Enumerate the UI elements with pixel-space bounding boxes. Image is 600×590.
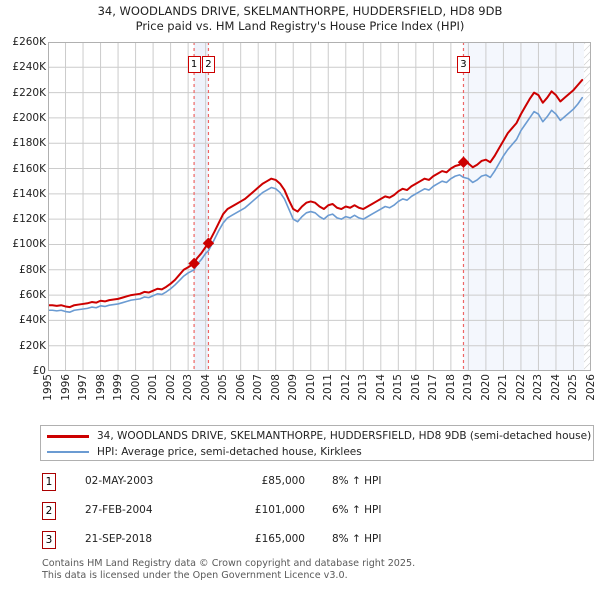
chart-legend: 34, WOODLANDS DRIVE, SKELMANTHORPE, HUDD… bbox=[40, 425, 594, 461]
x-axis-tick-label: 2022 bbox=[514, 374, 527, 401]
x-axis-tick-label: 2019 bbox=[462, 374, 475, 401]
page-title: 34, WOODLANDS DRIVE, SKELMANTHORPE, HUDD… bbox=[97, 4, 503, 18]
x-axis-tick-label: 1995 bbox=[42, 374, 54, 401]
x-axis-tick-label: 2000 bbox=[129, 374, 142, 401]
legend-label-price-paid: 34, WOODLANDS DRIVE, SKELMANTHORPE, HUDD… bbox=[97, 430, 592, 442]
plot-area bbox=[48, 42, 591, 371]
transaction-hpi-delta: 8% ↑ HPI bbox=[332, 533, 382, 545]
transaction-date: 02-MAY-2003 bbox=[85, 475, 154, 487]
transaction-marker-1: 1 bbox=[42, 473, 56, 491]
x-axis-tick-label: 2009 bbox=[287, 374, 300, 401]
x-axis-tick-label: 2003 bbox=[182, 374, 195, 401]
event-flag-3: 3 bbox=[456, 56, 470, 73]
x-axis-tick-label: 2013 bbox=[357, 374, 370, 401]
transaction-price: £165,000 bbox=[254, 533, 305, 545]
x-axis-tick-label: 2021 bbox=[497, 374, 510, 401]
x-axis-tick-label: 2018 bbox=[444, 374, 457, 401]
transaction-price: £85,000 bbox=[261, 475, 305, 487]
y-axis-tick-label: £220K bbox=[12, 86, 46, 99]
y-axis-tick-label: £240K bbox=[12, 61, 46, 74]
y-axis-labels: £0 £20K £40K £60K £80K £100K £120K £140K £160K £1… bbox=[0, 36, 46, 377]
legend-swatch-hpi-icon bbox=[47, 451, 89, 453]
x-axis-tick-label: 2025 bbox=[567, 374, 580, 401]
x-axis-tick-label: 2002 bbox=[164, 374, 177, 401]
x-axis-tick-label: 2001 bbox=[147, 374, 160, 401]
event-flag-2: 2 bbox=[201, 56, 215, 73]
y-axis-tick-label: £40K bbox=[19, 314, 46, 327]
table-row: 2 27-FEB-2004 £101,000 6% ↑ HPI bbox=[40, 499, 460, 528]
x-axis-tick-label: 2020 bbox=[479, 374, 492, 401]
transaction-hpi-delta: 6% ↑ HPI bbox=[332, 504, 382, 516]
transaction-marker-2: 2 bbox=[42, 502, 56, 520]
page-subtitle: Price paid vs. HM Land Registry's House … bbox=[135, 19, 465, 33]
chart-title-block: 34, WOODLANDS DRIVE, SKELMANTHORPE, HUDD… bbox=[0, 4, 600, 34]
y-axis-tick-label: £0 bbox=[32, 365, 46, 377]
x-axis-tick-label: 2016 bbox=[409, 374, 422, 401]
transactions-table: 1 02-MAY-2003 £85,000 8% ↑ HPI 2 27-FEB-… bbox=[40, 470, 460, 557]
x-axis-tick-label: 1998 bbox=[94, 374, 107, 401]
x-axis-tick-label: 2007 bbox=[252, 374, 265, 401]
y-axis-tick-label: £80K bbox=[19, 263, 46, 276]
x-axis-tick-label: 2015 bbox=[392, 374, 405, 401]
y-axis-tick-label: £60K bbox=[19, 289, 46, 302]
table-row: 1 02-MAY-2003 £85,000 8% ↑ HPI bbox=[40, 470, 460, 499]
x-axis-tick-label: 2017 bbox=[427, 374, 440, 401]
legend-item-hpi: HPI: Average price, semi-detached house,… bbox=[47, 444, 362, 460]
y-axis-tick-label: £100K bbox=[12, 238, 46, 251]
price-history-svg bbox=[48, 42, 591, 371]
x-axis-tick-label: 2011 bbox=[322, 374, 335, 401]
transaction-date: 21-SEP-2018 bbox=[85, 533, 153, 545]
y-axis-tick-label: £200K bbox=[12, 111, 46, 124]
y-axis-tick-label: £260K bbox=[12, 36, 46, 48]
table-row: 3 21-SEP-2018 £165,000 8% ↑ HPI bbox=[40, 528, 460, 557]
x-axis-tick-label: 1997 bbox=[77, 374, 90, 401]
x-axis-tick-label: 2005 bbox=[217, 374, 230, 401]
transaction-price: £101,000 bbox=[254, 504, 305, 516]
x-axis-tick-label: 1999 bbox=[112, 374, 125, 401]
x-axis-tick-label: 2006 bbox=[234, 374, 247, 401]
x-axis-tick-label: 2012 bbox=[339, 374, 352, 401]
y-axis-tick-label: £180K bbox=[12, 137, 46, 150]
event-flag-1: 1 bbox=[187, 56, 201, 73]
x-axis-tick-label: 2004 bbox=[199, 374, 212, 401]
y-axis-tick-label: £160K bbox=[12, 162, 46, 175]
legend-item-price-paid: 34, WOODLANDS DRIVE, SKELMANTHORPE, HUDD… bbox=[47, 428, 591, 444]
transaction-hpi-delta: 8% ↑ HPI bbox=[332, 475, 382, 487]
footer-attribution: Contains HM Land Registry data © Crown c… bbox=[42, 558, 572, 581]
x-axis-tick-label: 2014 bbox=[374, 374, 387, 401]
transaction-date: 27-FEB-2004 bbox=[85, 504, 153, 516]
legend-label-hpi: HPI: Average price, semi-detached house,… bbox=[97, 446, 362, 458]
footer-licence: This data is licensed under the Open Gov… bbox=[42, 569, 348, 581]
x-axis-tick-label: 2008 bbox=[269, 374, 282, 401]
x-axis-tick-label: 1996 bbox=[59, 374, 72, 401]
y-axis-tick-label: £140K bbox=[12, 187, 46, 200]
x-axis-tick-label: 2024 bbox=[549, 374, 562, 401]
x-axis-labels: 1995 1996 1997 1998 1999 2000 2001 2002 2003 2004… bbox=[42, 374, 597, 418]
y-axis-tick-label: £120K bbox=[12, 213, 46, 226]
x-axis-tick-label: 2023 bbox=[532, 374, 545, 401]
x-axis-tick-label: 2010 bbox=[304, 374, 317, 401]
legend-swatch-price-paid-icon bbox=[47, 434, 89, 438]
y-axis-tick-label: £20K bbox=[19, 339, 46, 352]
transaction-marker-3: 3 bbox=[42, 531, 56, 549]
x-axis-tick-label: 2026 bbox=[585, 374, 597, 401]
footer-copyright: Contains HM Land Registry data © Crown c… bbox=[42, 558, 416, 569]
